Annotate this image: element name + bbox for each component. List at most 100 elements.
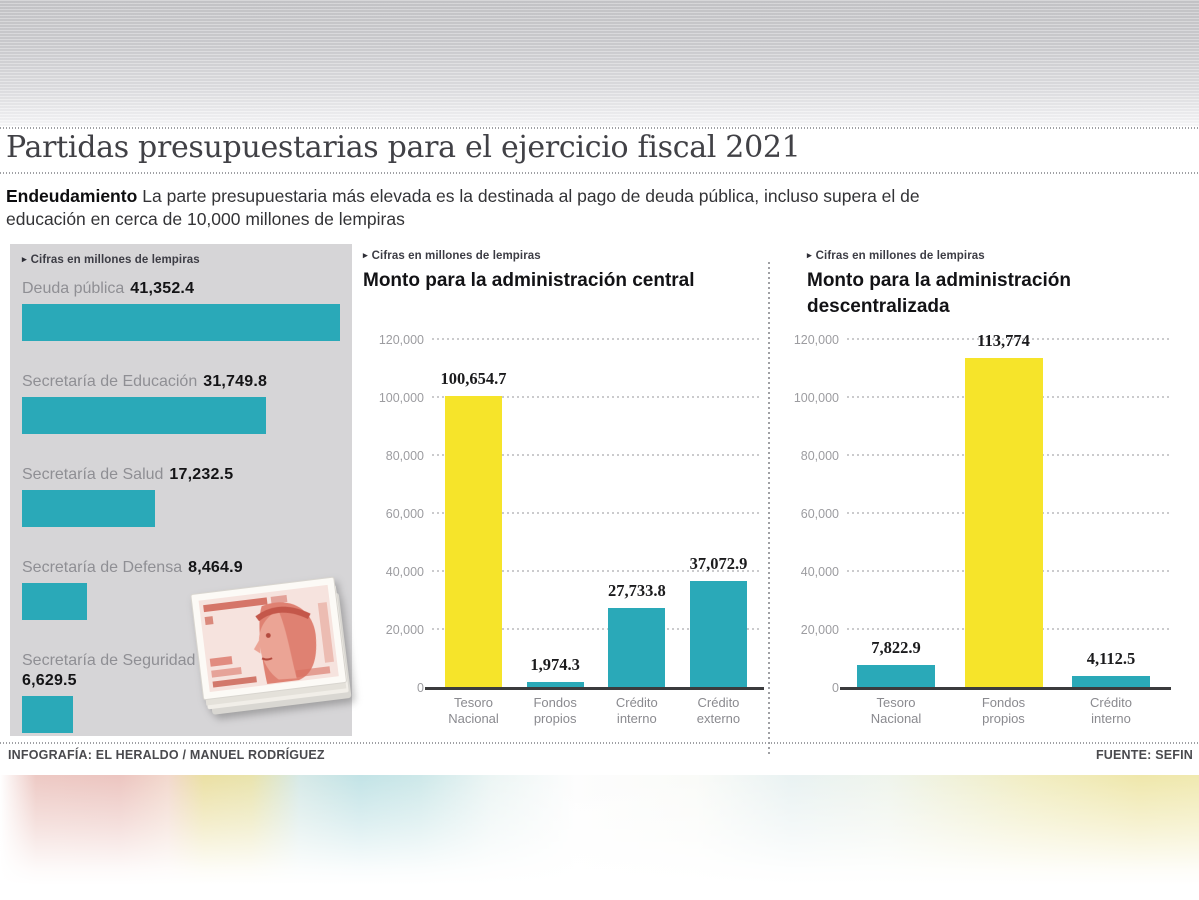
bar-column: 1,974.3 Fondos propios bbox=[526, 340, 584, 726]
h-bar-row: Secretaría de Defensa 8,464.9 bbox=[22, 558, 340, 620]
bar-column: 4,112.5 Crédito interno bbox=[1072, 340, 1150, 726]
units-note-label: Cifras en millones de lempiras bbox=[30, 254, 200, 266]
h-bar-row: Deuda pública 41,352.4 bbox=[22, 279, 340, 341]
bar-group: 100,654.7 Tesoro Nacional 1,974.3 Fondos prop… bbox=[432, 340, 762, 727]
bar-value-label: 4,112.5 bbox=[1086, 649, 1136, 669]
bar-category-label: Crédito interno bbox=[615, 695, 658, 726]
y-axis-tick-label: 60,000 bbox=[385, 507, 424, 521]
panel-administracion-central: ▸ Cifras en millones de lempiras Monto pa… bbox=[363, 250, 765, 750]
gridline bbox=[432, 512, 762, 514]
y-axis-tick-label: 100,000 bbox=[793, 391, 839, 405]
horizontal-bar-chart: Deuda pública 41,352.4 Secretaría de Educa… bbox=[22, 279, 340, 733]
source-credit: FUENTE: SEFIN bbox=[1095, 748, 1193, 762]
dotted-rule-top bbox=[0, 127, 1199, 129]
bar-column: 113,774 Fondos propios bbox=[964, 331, 1043, 726]
h-bar-name: Secretaría de Seguridad bbox=[22, 652, 196, 669]
bar-group: 7,822.9 Tesoro Nacional 113,774 Fondos propio… bbox=[847, 331, 1169, 726]
h-bar-value: 8,464.9 bbox=[188, 559, 243, 576]
h-bar-name: Deuda pública bbox=[22, 280, 125, 297]
bar-value-label: 7,822.9 bbox=[871, 638, 921, 658]
lempira-banknote-image bbox=[190, 576, 352, 715]
gridline bbox=[432, 338, 762, 340]
h-bar-row: Secretaría de Educación 31,749.8 bbox=[22, 372, 340, 434]
bar-category-label: Crédito externo bbox=[696, 695, 741, 726]
units-note-label: Cifras en millones de lempiras bbox=[815, 250, 985, 262]
lede-paragraph: Endeudamiento La parte presupuestaria más… bbox=[6, 185, 1186, 231]
h-bar bbox=[22, 583, 88, 620]
h-bar-row: Secretaría de Seguridad 6,629.5 bbox=[22, 651, 340, 733]
bar bbox=[445, 396, 502, 688]
bar bbox=[964, 358, 1043, 688]
h-bar-name: Secretaría de Educación bbox=[22, 373, 198, 390]
gridline bbox=[432, 628, 762, 630]
h-bar-label: Deuda pública 41,352.4 bbox=[22, 279, 340, 299]
h-bar bbox=[22, 304, 340, 341]
h-bar bbox=[22, 490, 155, 527]
bar-value-label: 1,974.3 bbox=[530, 655, 580, 675]
gridline bbox=[432, 396, 762, 398]
triangle-bullet-icon: ▸ bbox=[807, 250, 812, 260]
y-axis-tick-label: 20,000 bbox=[800, 623, 839, 638]
h-bar-name: Secretaría de Defensa bbox=[22, 559, 183, 576]
gridline bbox=[432, 570, 762, 572]
y-axis-tick-label: 60,000 bbox=[800, 507, 839, 521]
y-axis-tick-label: 40,000 bbox=[385, 565, 424, 580]
bar-category-label: Fondos propios bbox=[981, 695, 1026, 726]
y-axis-tick-label: 120,000 bbox=[793, 333, 839, 347]
h-bar-value: 17,232.5 bbox=[169, 466, 234, 483]
bar-category-label: Fondos propios bbox=[533, 695, 577, 726]
vertical-bar-chart-descentralizada: 120,000 100,000 80,000 60,000 40,000 20,000 0 7… bbox=[794, 331, 1171, 726]
h-bar-value: 31,749.8 bbox=[203, 373, 268, 390]
y-axis-tick-label: 120,000 bbox=[378, 333, 424, 347]
y-axis-tick-label: 100,000 bbox=[378, 391, 424, 405]
bar bbox=[608, 607, 666, 688]
chart-title-central: Monto para la administración central bbox=[363, 270, 695, 291]
h-bar-label: Secretaría de Salud 17,232.5 bbox=[22, 465, 340, 485]
top-gray-band bbox=[0, 0, 1199, 126]
lede-text-line1: La parte presupuestaria más elevada es l… bbox=[142, 186, 920, 206]
gridline bbox=[847, 338, 1169, 340]
bar-category-label: Tesoro Nacional bbox=[870, 695, 922, 726]
dotted-rule-bottom bbox=[0, 742, 1199, 744]
bar-column: 7,822.9 Tesoro Nacional bbox=[857, 340, 935, 726]
y-axis-tick-label: 20,000 bbox=[385, 623, 424, 638]
lede-keyword: Endeudamiento bbox=[6, 186, 138, 206]
lede-text-line2: educación en cerca de 10,000 millones de… bbox=[6, 209, 405, 229]
gridline bbox=[432, 454, 762, 456]
y-axis-tick-label: 40,000 bbox=[800, 565, 839, 580]
bar-value-label: 113,774 bbox=[977, 331, 1030, 351]
bottom-color-reflection-band bbox=[0, 775, 1199, 885]
bar-value-label: 27,733.8 bbox=[607, 580, 666, 600]
bar-value-label: 37,072.9 bbox=[689, 553, 748, 573]
h-bar bbox=[22, 397, 267, 434]
h-bar-name: Secretaría de Salud bbox=[22, 466, 164, 483]
bar bbox=[857, 665, 935, 688]
h-bar-label: Secretaría de Defensa 8,464.9 bbox=[22, 558, 340, 578]
bar-column: 37,072.9 Crédito externo bbox=[689, 340, 748, 727]
units-note: ▸ Cifras en millones de lempiras bbox=[363, 250, 765, 262]
triangle-bullet-icon: ▸ bbox=[22, 254, 27, 264]
dotted-vertical-divider bbox=[768, 262, 770, 754]
h-bar-value: 41,352.4 bbox=[130, 280, 195, 297]
y-axis-tick-label: 0 bbox=[417, 681, 424, 695]
infographic-credit: INFOGRAFÍA: EL HERALDO / MANUEL RODRÍGUE… bbox=[8, 748, 325, 762]
bar-category-label: Tesoro Nacional bbox=[448, 695, 499, 726]
h-bar-value: 6,629.5 bbox=[22, 672, 77, 689]
triangle-bullet-icon: ▸ bbox=[363, 250, 368, 260]
chart-title-descentralizada: Monto para la administración descentrali… bbox=[807, 270, 1071, 317]
h-bar bbox=[22, 696, 73, 733]
y-axis-tick-label: 80,000 bbox=[385, 449, 424, 464]
dotted-rule-under-title bbox=[0, 172, 1199, 174]
bar-value-label: 100,654.7 bbox=[440, 369, 507, 389]
y-axis-tick-label: 80,000 bbox=[800, 449, 839, 464]
bar-category-label: Crédito interno bbox=[1090, 695, 1132, 726]
units-note-label: Cifras en millones de lempiras bbox=[371, 250, 541, 262]
bar bbox=[526, 682, 584, 688]
h-bar-label: Secretaría de Educación 31,749.8 bbox=[22, 372, 340, 392]
panel-deuda-horizontal-chart: ▸ Cifras en millones de lempiras Deuda pú… bbox=[10, 244, 352, 736]
bar-column: 27,733.8 Crédito interno bbox=[607, 340, 666, 726]
page-title: Partidas presupuestarias para el ejercic… bbox=[6, 130, 801, 165]
h-bar-label: Secretaría de Seguridad 6,629.5 bbox=[22, 651, 340, 691]
units-note: ▸ Cifras en millones de lempiras bbox=[807, 250, 1194, 262]
